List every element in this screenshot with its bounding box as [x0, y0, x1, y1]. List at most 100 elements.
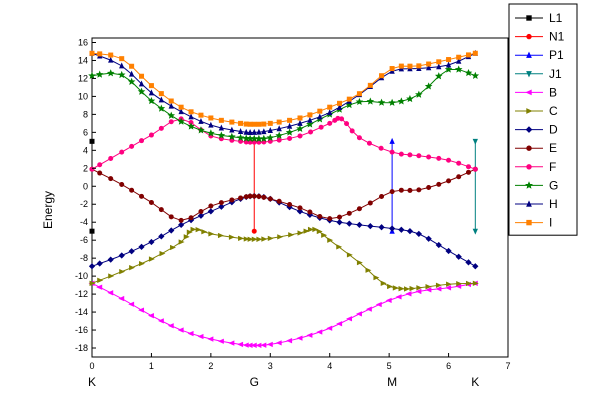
data-point — [148, 89, 155, 96]
data-point — [456, 57, 462, 64]
data-point — [275, 340, 282, 346]
data-point — [365, 267, 372, 273]
series-p1 — [389, 137, 395, 234]
data-point — [378, 145, 384, 151]
data-point — [378, 224, 385, 231]
data-point — [416, 153, 422, 159]
data-point — [201, 229, 208, 235]
data-point — [456, 160, 462, 166]
data-point — [367, 200, 373, 206]
data-point — [168, 214, 174, 220]
data-point — [405, 291, 412, 297]
data-point — [327, 237, 334, 243]
data-point — [346, 220, 353, 227]
legend-entry-b: B — [515, 85, 557, 99]
data-point — [97, 51, 103, 57]
legend-swatch-marker — [525, 126, 533, 133]
data-point — [346, 96, 352, 102]
data-point — [398, 63, 404, 69]
data-point — [119, 181, 125, 187]
series-layer — [88, 49, 480, 349]
data-point — [148, 83, 154, 89]
data-point — [108, 155, 114, 161]
data-point — [388, 98, 396, 106]
data-point — [198, 209, 204, 215]
legend-label: H — [549, 197, 558, 211]
data-point — [379, 193, 385, 199]
data-point — [275, 131, 283, 139]
data-point — [256, 236, 263, 242]
data-point — [306, 332, 313, 338]
data-point — [208, 115, 214, 121]
data-point — [336, 244, 343, 250]
data-point — [465, 259, 472, 266]
data-point — [147, 313, 154, 319]
data-point — [415, 90, 423, 98]
data-point — [425, 284, 432, 290]
data-point — [217, 131, 226, 139]
data-point — [238, 235, 245, 242]
data-point — [276, 137, 282, 143]
data-point — [317, 113, 323, 120]
data-point — [465, 169, 471, 175]
data-point — [197, 126, 205, 134]
data-point — [251, 128, 257, 135]
data-point — [307, 209, 313, 215]
legend-swatch-marker — [525, 89, 532, 96]
x-tick-label: 7 — [505, 361, 510, 371]
data-point — [337, 214, 343, 220]
data-point — [255, 342, 262, 349]
data-point — [148, 238, 155, 246]
series-j1 — [472, 138, 478, 235]
y-tick-label: -16 — [75, 325, 88, 335]
data-point — [96, 284, 103, 290]
data-point — [317, 108, 323, 114]
data-point — [217, 232, 224, 239]
legend-swatch-marker — [526, 33, 532, 40]
data-point — [434, 72, 443, 80]
data-point — [119, 149, 125, 155]
data-point — [243, 128, 249, 135]
data-point — [286, 338, 293, 344]
data-point — [208, 203, 214, 209]
legend-swatch-marker — [526, 200, 532, 207]
data-point — [317, 213, 323, 219]
data-point — [238, 195, 244, 201]
data-point — [356, 135, 362, 141]
data-point — [243, 236, 250, 242]
data-point — [327, 104, 333, 110]
data-point — [178, 104, 184, 110]
series-e — [89, 166, 478, 223]
data-point — [407, 63, 413, 69]
data-point — [472, 166, 478, 172]
data-point — [472, 263, 479, 270]
data-point — [337, 100, 343, 106]
legend-swatch-marker — [526, 108, 533, 114]
y-tick-label: 12 — [78, 73, 88, 83]
data-point — [195, 226, 202, 233]
data-point — [375, 301, 382, 308]
symmetry-point-label: G — [250, 375, 259, 389]
y-tick-label: 2 — [83, 163, 88, 173]
data-point — [119, 56, 125, 62]
data-point — [129, 265, 136, 271]
x-tick-label: 1 — [149, 361, 154, 371]
data-point — [168, 102, 174, 109]
data-point — [472, 280, 479, 286]
data-point — [108, 52, 114, 58]
data-point — [465, 164, 471, 170]
data-point — [296, 124, 304, 132]
data-point — [316, 228, 323, 235]
data-point — [217, 338, 224, 344]
data-point — [455, 253, 462, 260]
data-point — [416, 63, 422, 69]
data-point — [148, 132, 154, 138]
data-point — [139, 138, 145, 144]
data-point — [472, 50, 478, 56]
data-point — [406, 228, 414, 235]
data-point — [119, 268, 126, 275]
series-c — [89, 226, 479, 292]
data-point — [158, 125, 164, 131]
data-point — [404, 286, 410, 292]
data-point — [316, 329, 323, 335]
